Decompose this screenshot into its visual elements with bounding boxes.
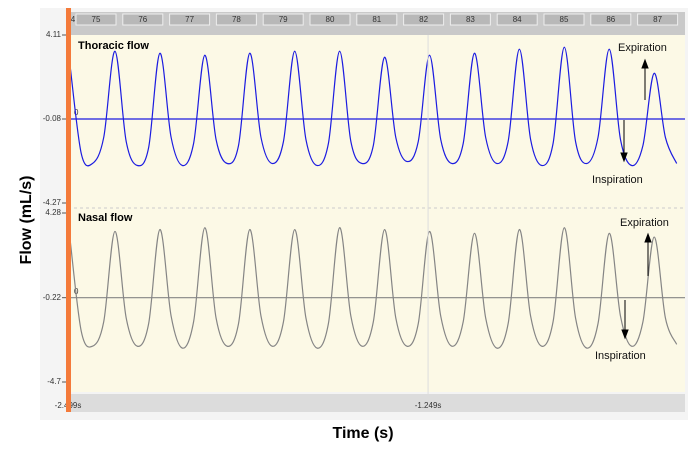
segment-box <box>309 13 351 26</box>
segment-label: 82 <box>419 15 428 24</box>
x-tick-label: -1.249s <box>415 401 442 410</box>
segment-box <box>543 13 585 26</box>
segment-box <box>169 13 211 26</box>
flow-trace <box>69 227 678 349</box>
cursor-bar[interactable] <box>66 8 71 412</box>
arrow-head <box>644 232 652 243</box>
segment-label: 79 <box>279 15 288 24</box>
y-tick-label: -4.27 <box>43 198 62 207</box>
segment-box <box>449 13 491 26</box>
segment-label: 86 <box>606 15 615 24</box>
y-tick-label: -4.7 <box>47 377 61 386</box>
time-strip <box>68 394 685 412</box>
annotation: Expiration <box>618 42 667 54</box>
segment-label: 77 <box>185 15 194 24</box>
y-tick-label: 4.28 <box>45 208 61 217</box>
segment-box <box>122 13 164 26</box>
arrow-head <box>641 58 649 69</box>
y-axis-label: Flow (mL/s) <box>18 176 35 265</box>
segment-label: 75 <box>92 15 101 24</box>
panel-title: Nasal flow <box>78 212 133 224</box>
segment-label: 76 <box>138 15 147 24</box>
segment-box <box>262 13 304 26</box>
segment-label: 84 <box>513 15 522 24</box>
baseline-label: 0 <box>74 108 79 117</box>
segment-label: 81 <box>372 15 381 24</box>
segment-label: 78 <box>232 15 241 24</box>
panel-title: Thoracic flow <box>78 40 149 52</box>
y-tick-label: 4.11 <box>46 30 62 39</box>
segment-label: 85 <box>560 15 569 24</box>
arrow-head <box>620 152 628 163</box>
segment-box <box>496 13 538 26</box>
segment-label: 80 <box>326 15 335 24</box>
segment-label: 83 <box>466 15 475 24</box>
segment-label: 4 <box>71 15 76 24</box>
y-tick-label: -0.08 <box>43 114 62 123</box>
segment-box <box>590 13 632 26</box>
segment-box <box>637 13 679 26</box>
segment-box <box>356 13 398 26</box>
arrow-head <box>621 329 629 340</box>
segment-box <box>215 13 257 26</box>
segment-label: 87 <box>653 15 662 24</box>
arrows <box>620 58 652 340</box>
annotation: Expiration <box>620 217 669 229</box>
x-axis-label: Time (s) <box>332 425 393 442</box>
segment-box <box>403 13 445 26</box>
annotation: Inspiration <box>595 350 646 362</box>
flow-trace <box>69 46 678 167</box>
baseline-label: 0 <box>74 287 79 296</box>
segment-box <box>75 13 117 26</box>
annotation: Inspiration <box>592 174 643 186</box>
y-tick-label: -0.22 <box>43 293 62 302</box>
